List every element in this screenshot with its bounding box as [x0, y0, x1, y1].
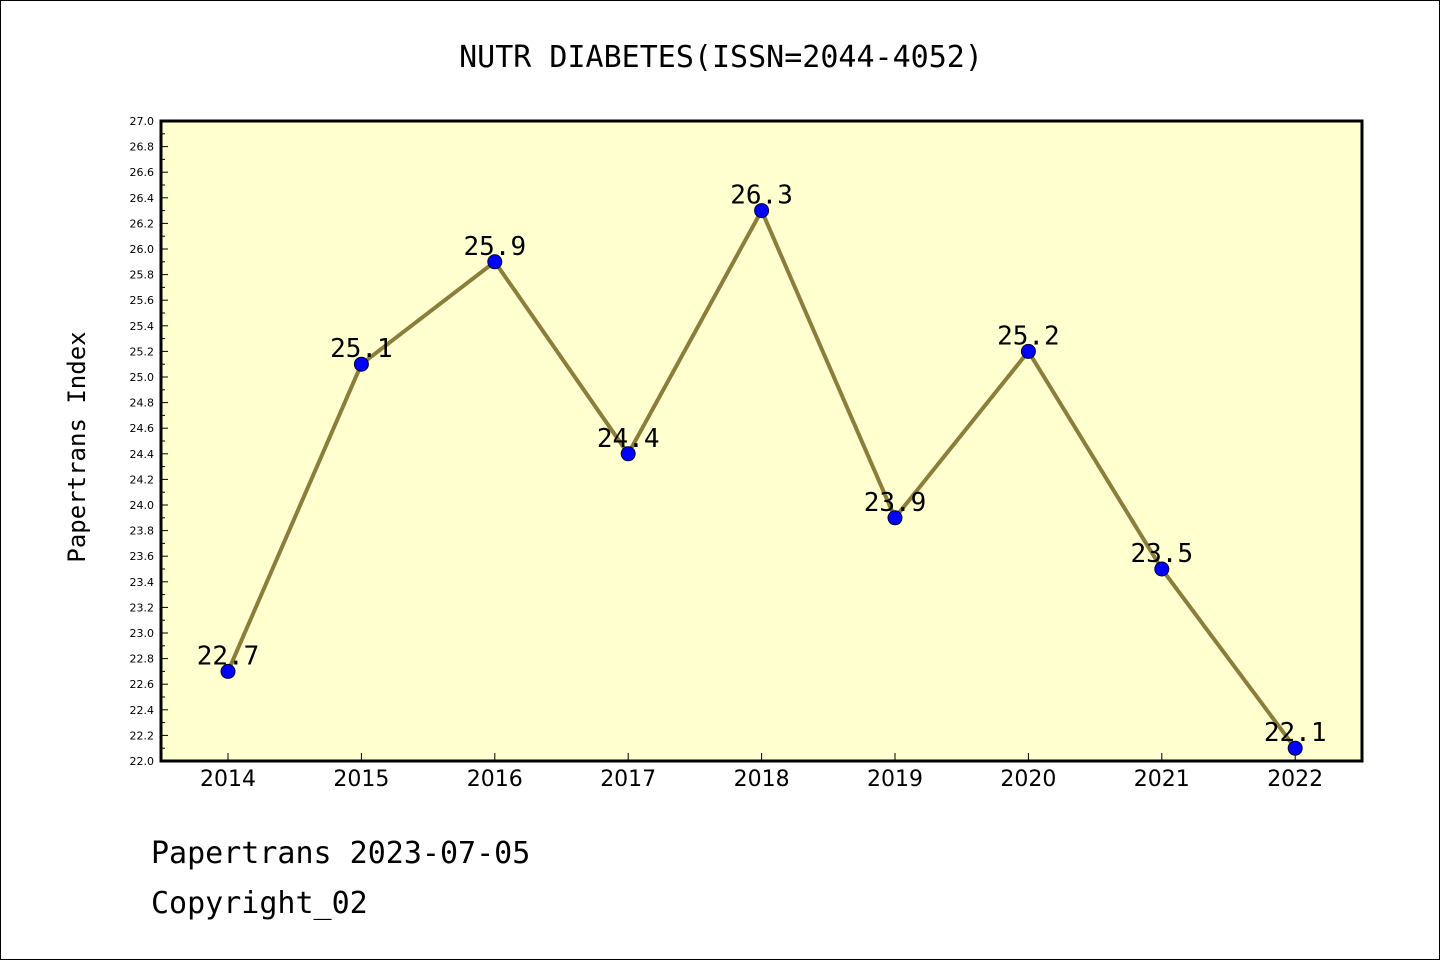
- y-tick-label: 22.6: [130, 678, 155, 691]
- x-tick-label: 2017: [600, 767, 656, 792]
- x-tick-label: 2020: [1000, 767, 1056, 792]
- y-tick-label: 22.2: [130, 729, 155, 742]
- y-tick-label: 22.4: [130, 704, 155, 717]
- y-tick-label: 25.6: [130, 294, 155, 307]
- footer-copyright-line: Copyright_02: [151, 886, 368, 921]
- y-tick-label: 23.2: [130, 601, 155, 614]
- y-tick-label: 24.6: [130, 422, 155, 435]
- x-tick-label: 2019: [867, 767, 923, 792]
- x-tick-label: 2015: [333, 767, 389, 792]
- data-point: [220, 663, 236, 679]
- plot-frame: [159, 119, 1364, 763]
- data-label: 24.4: [597, 424, 660, 454]
- y-tick-label: 26.0: [130, 243, 155, 256]
- y-tick-label: 25.2: [130, 345, 155, 358]
- data-label: 23.5: [1130, 539, 1193, 569]
- y-tick-label: 27.0: [130, 115, 155, 128]
- data-labels: 22.7 25.1 25.9 24.4 26.3 23.9 25.2 23.5 22.1: [197, 181, 1327, 749]
- y-tick-label: 24.8: [130, 397, 155, 410]
- series-markers: [220, 203, 1303, 756]
- chart-title: NUTR DIABETES(ISSN=2044-4052): [459, 40, 983, 75]
- y-tick-label: 26.8: [130, 141, 155, 154]
- data-label: 25.1: [330, 334, 393, 364]
- y-tick-label: 24.2: [130, 473, 155, 486]
- y-tick-label: 26.4: [130, 192, 155, 205]
- data-point: [353, 356, 369, 372]
- y-tick-label: 23.8: [130, 525, 155, 538]
- y-tick-label: 22.8: [130, 653, 155, 666]
- data-label: 22.1: [1264, 718, 1327, 748]
- footer-date-line: Papertrans 2023-07-05: [151, 836, 531, 871]
- data-label: 26.3: [730, 181, 793, 211]
- x-tick-label: 2016: [467, 767, 523, 792]
- y-tick-label: 26.2: [130, 217, 155, 230]
- data-point: [487, 254, 503, 270]
- y-tick-label: 24.4: [130, 448, 155, 461]
- data-label: 25.9: [463, 232, 526, 262]
- y-tick-label: 26.6: [130, 166, 155, 179]
- plot-area: [161, 121, 1362, 761]
- y-tick-label: 23.6: [130, 550, 155, 563]
- x-tick-label: 2018: [734, 767, 790, 792]
- y-axis-label: Papertrans Index: [63, 331, 91, 562]
- x-tick-label: 2014: [200, 767, 256, 792]
- data-label: 23.9: [864, 488, 927, 518]
- y-tick-label: 25.0: [130, 371, 155, 384]
- y-tick-label: 23.4: [130, 576, 155, 589]
- x-axis-ticks: 2014 2015 2016 2017 2018 2019 2020 2021 2022: [200, 753, 1323, 792]
- data-point: [1020, 343, 1036, 359]
- data-point: [1287, 740, 1303, 756]
- y-tick-label: 23.0: [130, 627, 155, 640]
- data-point: [620, 446, 636, 462]
- data-point: [754, 203, 770, 219]
- y-tick-label: 24.0: [130, 499, 155, 512]
- y-tick-label: 25.8: [130, 269, 155, 282]
- y-axis-ticks: 22.0 22.2 22.4 22.6 22.8 23.0 23.2 23.4 23.6 23.8…: [130, 115, 168, 768]
- data-point: [887, 510, 903, 526]
- data-point: [1154, 561, 1170, 577]
- x-tick-label: 2022: [1267, 767, 1323, 792]
- y-tick-label: 22.0: [130, 755, 155, 768]
- y-tick-label: 25.4: [130, 320, 155, 333]
- data-label: 25.2: [997, 321, 1060, 351]
- data-label: 22.7: [197, 641, 260, 671]
- x-tick-label: 2021: [1134, 767, 1190, 792]
